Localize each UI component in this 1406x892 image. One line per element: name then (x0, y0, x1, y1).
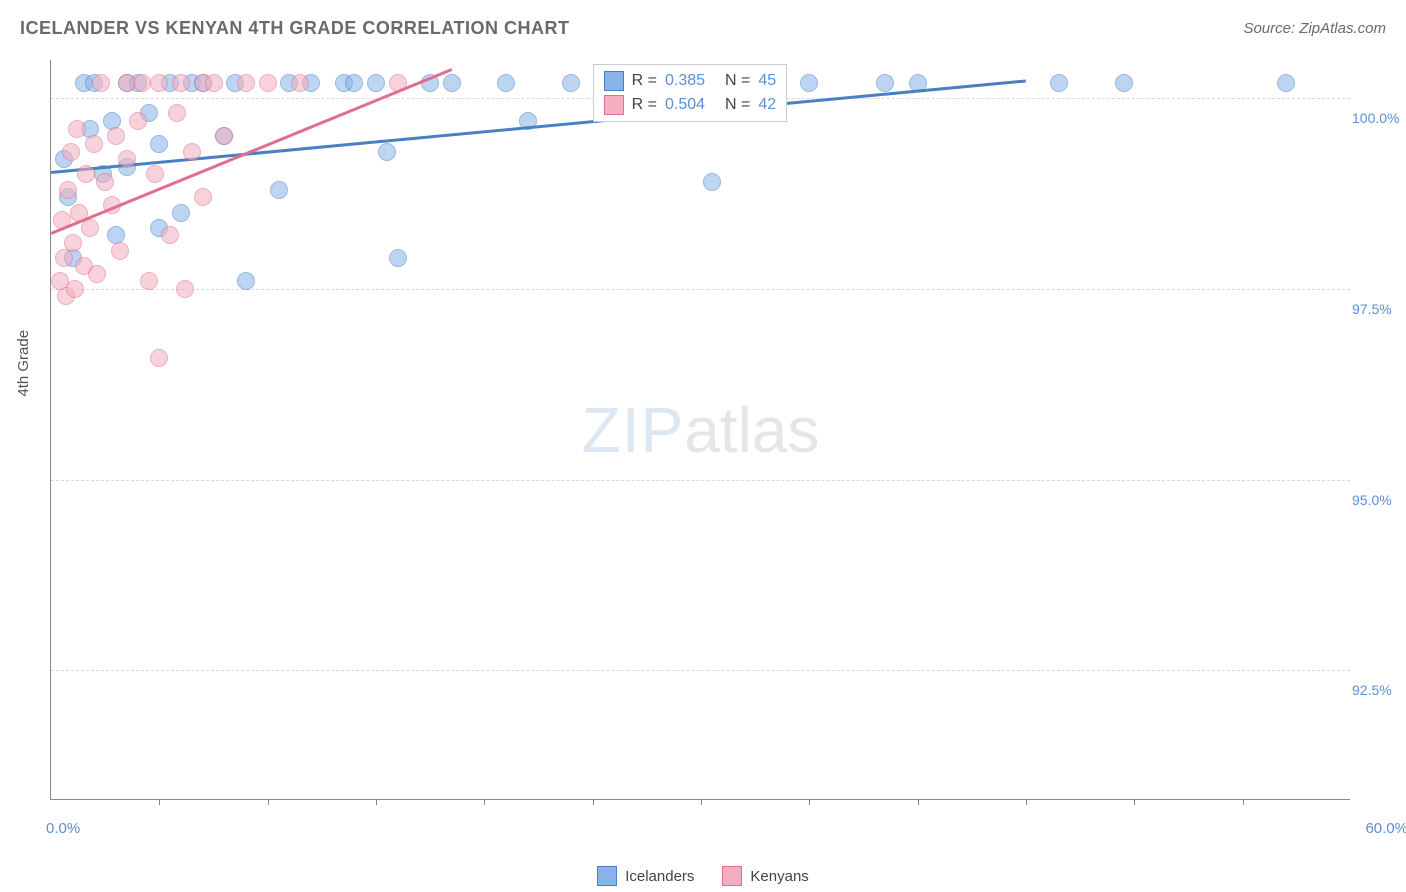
data-point (183, 143, 201, 161)
r-label: R = (632, 96, 657, 114)
data-point (270, 181, 288, 199)
x-axis-max-label: 60.0% (1365, 820, 1406, 837)
data-point (140, 272, 158, 290)
trend-line (51, 79, 1026, 173)
data-point (205, 74, 223, 92)
legend-row: R = 0.504 N = 42 (604, 93, 777, 117)
data-point (150, 349, 168, 367)
data-point (291, 74, 309, 92)
data-point (88, 265, 106, 283)
r-value: 0.385 (665, 72, 705, 90)
r-value: 0.504 (665, 96, 705, 114)
data-point (237, 272, 255, 290)
data-point (129, 112, 147, 130)
data-point (1050, 74, 1068, 92)
watermark-zip: ZIP (582, 394, 685, 466)
data-point (133, 74, 151, 92)
watermark-atlas: atlas (684, 394, 819, 466)
n-label: N = (725, 96, 750, 114)
n-value: 45 (758, 72, 776, 90)
legend-swatch (604, 71, 624, 91)
data-point (703, 173, 721, 191)
data-point (876, 74, 894, 92)
legend-swatch (722, 866, 742, 886)
gridline (51, 670, 1350, 671)
chart-source: Source: ZipAtlas.com (1243, 20, 1386, 37)
x-tick (268, 799, 269, 805)
data-point (150, 74, 168, 92)
y-tick-label: 97.5% (1352, 301, 1402, 317)
y-tick-label: 95.0% (1352, 492, 1402, 508)
data-point (59, 181, 77, 199)
data-point (55, 249, 73, 267)
data-point (64, 234, 82, 252)
gridline (51, 480, 1350, 481)
data-point (378, 143, 396, 161)
data-point (389, 249, 407, 267)
x-tick (701, 799, 702, 805)
legend-bottom: Icelanders Kenyans (0, 866, 1406, 886)
watermark: ZIPatlas (582, 393, 820, 467)
chart-title: ICELANDER VS KENYAN 4TH GRADE CORRELATIO… (20, 18, 570, 39)
legend-label: Kenyans (750, 868, 808, 885)
data-point (194, 188, 212, 206)
data-point (176, 280, 194, 298)
x-tick (1026, 799, 1027, 805)
data-point (146, 165, 164, 183)
data-point (172, 204, 190, 222)
x-tick (1243, 799, 1244, 805)
data-point (68, 120, 86, 138)
data-point (81, 219, 99, 237)
data-point (111, 242, 129, 260)
data-point (62, 143, 80, 161)
data-point (259, 74, 277, 92)
data-point (562, 74, 580, 92)
data-point (150, 135, 168, 153)
n-value: 42 (758, 96, 776, 114)
data-point (345, 74, 363, 92)
data-point (85, 135, 103, 153)
legend-swatch (604, 95, 624, 115)
x-axis-min-label: 0.0% (46, 820, 80, 837)
correlation-legend: R = 0.385 N = 45 R = 0.504 N = 42 (593, 64, 788, 122)
chart-header: ICELANDER VS KENYAN 4TH GRADE CORRELATIO… (20, 18, 1386, 39)
data-point (77, 165, 95, 183)
data-point (96, 173, 114, 191)
y-tick-label: 100.0% (1352, 110, 1402, 126)
data-point (107, 127, 125, 145)
legend-item: Icelanders (597, 866, 694, 886)
x-tick (376, 799, 377, 805)
y-tick-label: 92.5% (1352, 682, 1402, 698)
n-label: N = (725, 72, 750, 90)
x-tick (809, 799, 810, 805)
data-point (497, 74, 515, 92)
data-point (215, 127, 233, 145)
legend-swatch (597, 866, 617, 886)
x-tick (1134, 799, 1135, 805)
x-tick (484, 799, 485, 805)
data-point (800, 74, 818, 92)
x-tick (159, 799, 160, 805)
plot-area: ZIPatlas 92.5%95.0%97.5%100.0%0.0%60.0%R… (50, 60, 1350, 800)
data-point (1115, 74, 1133, 92)
data-point (168, 104, 186, 122)
data-point (161, 226, 179, 244)
legend-label: Icelanders (625, 868, 694, 885)
legend-row: R = 0.385 N = 45 (604, 69, 777, 93)
y-axis-title: 4th Grade (15, 330, 32, 397)
legend-item: Kenyans (722, 866, 808, 886)
r-label: R = (632, 72, 657, 90)
data-point (92, 74, 110, 92)
data-point (367, 74, 385, 92)
data-point (118, 150, 136, 168)
data-point (66, 280, 84, 298)
x-tick (593, 799, 594, 805)
data-point (1277, 74, 1295, 92)
data-point (237, 74, 255, 92)
x-tick (918, 799, 919, 805)
data-point (172, 74, 190, 92)
data-point (443, 74, 461, 92)
